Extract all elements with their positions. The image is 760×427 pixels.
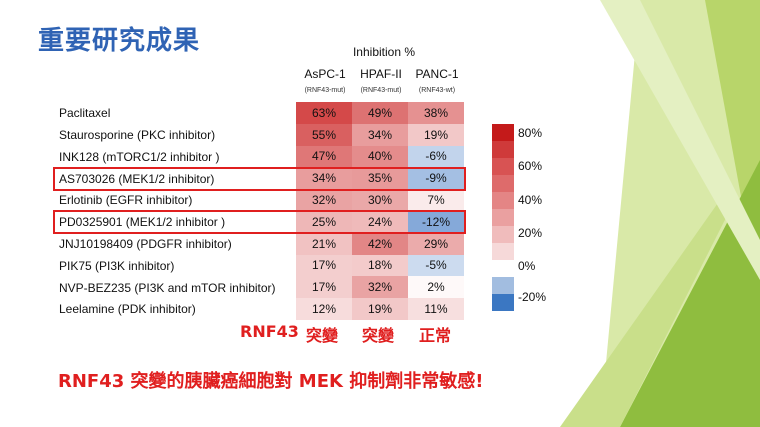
heatmap-row: 21% 42% 29% [296, 232, 464, 255]
legend-label: 60% [518, 159, 543, 173]
heatmap-cell: 55% [296, 123, 352, 146]
column-sub-hpaf2: (RNF43-mut) [360, 87, 402, 94]
column-header-panc1: PANC-1 [415, 67, 459, 81]
heatmap-cell: 30% [352, 189, 408, 211]
heatmap-cell: 18% [352, 254, 408, 277]
row-label: JNJ10198409 (PDGFR inhibitor) [59, 237, 232, 251]
conclusion-text: RNF43 突變的胰臟癌細胞對 MEK 抑制劑非常敏感! [58, 371, 484, 392]
highlight-box-pd0325901 [53, 210, 466, 234]
row-label: Staurosporine (PKC inhibitor) [59, 128, 216, 142]
heatmap-cell: -9% [408, 167, 464, 190]
heatmap-cell: 32% [296, 189, 352, 211]
column-sub-panc1: (RNF43-wt) [418, 87, 456, 94]
row-label: Leelamine (PDK inhibitor) [59, 302, 196, 316]
row-label: NVP-BEZ235 (PI3K and mTOR inhibitor) [59, 281, 276, 295]
legend-label: -20% [518, 290, 547, 304]
legend-label: 20% [518, 226, 543, 240]
heatmap-cell: -12% [408, 210, 464, 233]
row-label: Paclitaxel [59, 106, 111, 120]
green-shape-dark [620, 160, 760, 427]
legend-swatch [492, 192, 514, 209]
heatmap-cell: 19% [408, 123, 464, 146]
heatmap-row: 17% 18% -5% [296, 254, 464, 277]
legend-swatch [492, 294, 514, 311]
heatmap-cell: 24% [352, 210, 408, 233]
heatmap-row: 63% 49% 38% [296, 102, 464, 124]
legend-swatch [492, 158, 514, 175]
inhibition-header: Inhibition % [352, 45, 416, 59]
row-label: Erlotinib (EGFR inhibitor) [59, 193, 193, 207]
heatmap-cell: 49% [352, 102, 408, 124]
green-shape-top [600, 0, 760, 280]
legend-label: 0% [518, 259, 536, 273]
row-label: INK128 (mTORC1/2 inhibitor ) [59, 150, 220, 164]
green-shape-strip [560, 200, 735, 427]
legend-label: 40% [518, 193, 543, 207]
heatmap-row: 17% 32% 2% [296, 276, 464, 299]
heatmap-cell: 21% [296, 232, 352, 255]
label-panc1-status: 正常 [419, 326, 452, 345]
column-sub-aspc1: (RNF43-mut) [304, 87, 346, 94]
heatmap-cell: 47% [296, 145, 352, 168]
heatmap-cell: 17% [296, 276, 352, 299]
heatmap-cell: 35% [352, 167, 408, 190]
highlight-box-as703026 [53, 167, 466, 191]
legend-swatch [492, 226, 514, 243]
heatmap-cell: -6% [408, 145, 464, 168]
row-label: PIK75 (PI3K inhibitor) [59, 259, 175, 273]
column-header-hpaf2: HPAF-II [360, 67, 402, 81]
row-label: AS703026 (MEK1/2 inhibitor) [59, 172, 215, 186]
label-hpaf2-status: 突變 [362, 326, 395, 345]
heatmap-row: 32% 30% 7% [296, 189, 464, 211]
legend-swatch [492, 175, 514, 192]
heatmap-row: 34% 35% -9% [296, 167, 464, 190]
column-header-aspc1: AsPC-1 [304, 67, 346, 81]
heatmap-cell: 19% [352, 298, 408, 320]
heatmap-cell: 17% [296, 254, 352, 277]
heatmap-cell: 40% [352, 145, 408, 168]
color-legend [492, 124, 514, 311]
legend-swatch [492, 124, 514, 141]
heatmap-cell: 7% [408, 189, 464, 211]
heatmap-cell: -5% [408, 254, 464, 277]
legend-swatch [492, 260, 514, 277]
heatmap-cell: 25% [296, 210, 352, 233]
heatmap-grid: 63% 49% 38% 55% 34% 19% 47% 40% -6% 34% … [296, 102, 464, 320]
heatmap-row: 55% 34% 19% [296, 123, 464, 146]
heatmap-cell: 34% [296, 167, 352, 190]
label-rnf43: RNF43 [240, 322, 299, 341]
page-title: 重要研究成果 [38, 26, 201, 56]
heatmap-cell: 29% [408, 232, 464, 255]
row-label: PD0325901 (MEK1/2 inhibitor ) [59, 215, 226, 229]
heatmap-cell: 11% [408, 298, 464, 320]
heatmap-row: 12% 19% 11% [296, 298, 464, 320]
legend-swatch [492, 141, 514, 158]
heatmap-row: 25% 24% -12% [296, 210, 464, 233]
heatmap-cell: 2% [408, 276, 464, 299]
legend-label: 80% [518, 126, 543, 140]
heatmap-cell: 32% [352, 276, 408, 299]
heatmap-row: 47% 40% -6% [296, 145, 464, 168]
heatmap-cell: 63% [296, 102, 352, 124]
heatmap-cell: 42% [352, 232, 408, 255]
legend-swatch [492, 277, 514, 294]
legend-swatch [492, 243, 514, 260]
legend-swatch [492, 209, 514, 226]
heatmap-cell: 38% [408, 102, 464, 124]
label-aspc1-status: 突變 [306, 326, 339, 345]
heatmap-cell: 34% [352, 123, 408, 146]
heatmap-cell: 12% [296, 298, 352, 320]
